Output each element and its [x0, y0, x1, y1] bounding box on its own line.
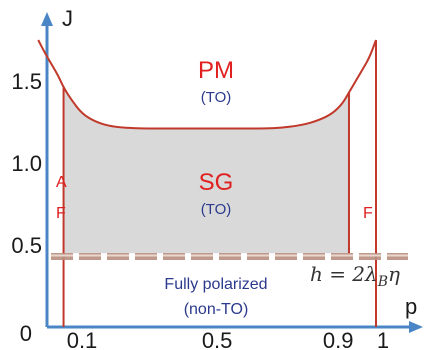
x-tick-label: 0.1 [67, 328, 98, 350]
sg-region-sublabel: (TO) [201, 201, 232, 218]
y-tick-label: 0.5 [11, 233, 42, 258]
non-to-label: (non-TO) [184, 301, 249, 318]
x-tick-label: 0.9 [323, 328, 354, 350]
y-tick-label: 1.5 [11, 69, 42, 94]
pm-boundary-curve [37, 39, 377, 130]
fully-polarized-label: Fully polarized [164, 276, 267, 293]
af-region-label-a: A [56, 174, 67, 191]
ferro-boundaries [62, 40, 377, 327]
y-axis-arrow [41, 12, 53, 26]
pm-region-label: PM [198, 57, 234, 84]
x-tick-label: 0.5 [202, 328, 233, 350]
field-formula: h = 2λBη [310, 262, 400, 290]
tick-layer: 0 0.5 1.0 1.5 0.1 0.5 0.9 1 [11, 69, 389, 350]
pm-region-sublabel: (TO) [201, 89, 232, 106]
x-axis-arrow [409, 321, 423, 333]
f-region-label: F [363, 205, 373, 222]
y-tick-label: 0 [20, 321, 32, 346]
sg-region-label: SG [199, 169, 234, 196]
y-tick-label: 1.0 [11, 151, 42, 176]
y-axis-title: J [62, 6, 73, 31]
x-axis-title: p [405, 294, 417, 319]
af-region-label-f: F [56, 205, 66, 222]
x-tick-label: 1 [377, 328, 389, 350]
